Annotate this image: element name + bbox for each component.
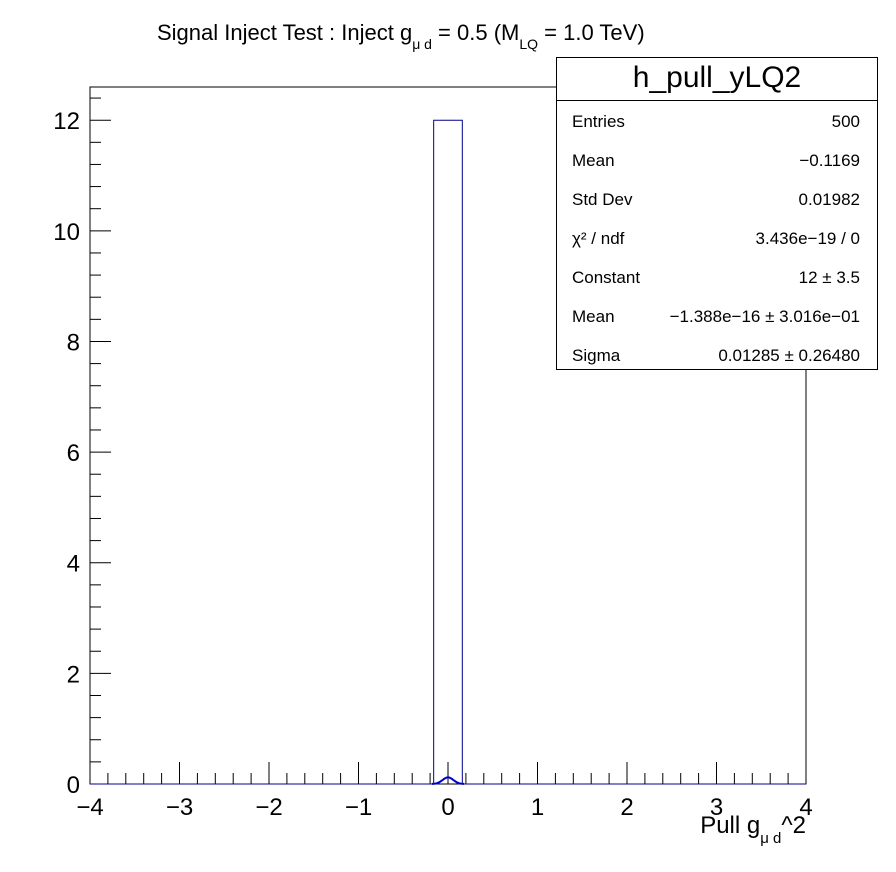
stats-key: Constant [572,268,641,287]
y-tick-label: 12 [53,108,80,135]
y-tick-label: 2 [67,661,80,688]
stats-value: −0.1169 [799,151,860,170]
stats-key: Entries [572,112,625,131]
histogram-bar [90,119,806,785]
x-tick-label: −2 [255,794,282,821]
x-tick-label: 0 [441,794,454,821]
x-tick-label: −4 [76,794,103,821]
y-tick-label: 10 [53,219,80,246]
stats-row-entries: Entries 500 [557,101,877,140]
y-tick-label: 4 [67,551,80,578]
x-tick-label: −3 [166,794,193,821]
x-axis-label: Pull gμ d^2 [700,812,806,847]
x-tick-label: 2 [620,794,633,821]
stats-row-std-dev: Std Dev 0.01982 [557,179,877,218]
x-tick-label: −1 [345,794,372,821]
chart-title: Signal Inject Test : Inject gμ d = 0.5 (… [157,20,645,52]
stats-key: Std Dev [572,190,633,209]
stats-row-mean: Mean −0.1169 [557,140,877,179]
stats-row-constant: Constant 12 ± 3.5 [557,257,877,296]
x-tick-label: 1 [531,794,544,821]
stats-key: Sigma [572,346,621,365]
stats-row-sigma: Sigma 0.01285 ± 0.26480 [557,335,877,374]
stats-value: 500 [831,112,860,131]
fit-curve [431,776,465,785]
stats-value: 3.436e−19 / 0 [755,229,860,248]
y-tick-label: 0 [67,772,80,799]
stats-value: 0.01982 [798,190,860,209]
stats-value: 12 ± 3.5 [798,268,860,287]
stats-key: χ² / ndf [572,229,625,248]
x-tick-label: 4 [799,794,812,821]
stats-value: −1.388e−16 ± 3.016e−01 [669,307,860,326]
stats-value: 0.01285 ± 0.26480 [718,346,860,365]
stats-row-fit-mean: Mean −1.388e−16 ± 3.016e−01 [557,296,877,335]
y-tick-label: 6 [67,440,80,467]
stats-key: Mean [572,151,615,170]
x-tick-label: 3 [710,794,723,821]
stats-title: h_pull_yLQ2 [557,58,877,101]
stats-box: h_pull_yLQ2 Entries 500 Mean −0.1169 Std… [556,57,878,370]
y-tick-label: 8 [67,329,80,356]
stats-row-chi2-ndf: χ² / ndf 3.436e−19 / 0 [557,218,877,257]
stats-key: Mean [572,307,615,326]
